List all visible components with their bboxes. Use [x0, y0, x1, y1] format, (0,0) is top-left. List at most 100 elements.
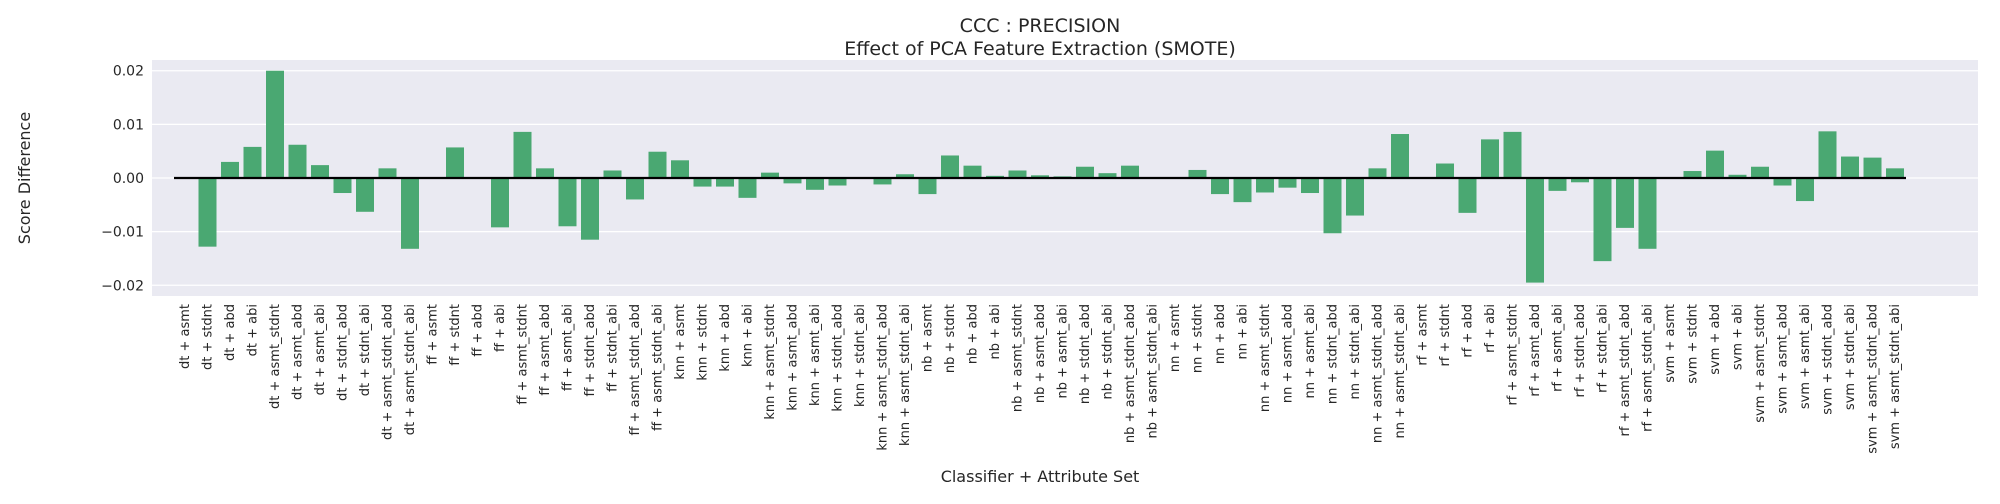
x-tick-label: ff + asmt_stdnt_abi: [651, 304, 666, 431]
x-tick-label: knn + asmt_abi: [808, 304, 823, 406]
bar: [1864, 158, 1882, 178]
x-tick-label: svm + asmt_stdnt_abi: [1888, 304, 1903, 449]
bar: [1549, 178, 1567, 191]
bar: [559, 178, 577, 226]
x-tick-label: knn + asmt_abd: [786, 304, 801, 411]
x-tick-label: knn + asmt: [673, 304, 688, 380]
chart-subtitle: Effect of PCA Feature Extraction (SMOTE): [844, 38, 1236, 60]
x-tick-label: nb + abi: [988, 304, 1003, 359]
x-tick-label: knn + stdnt_abd: [831, 304, 846, 412]
bar: [1256, 178, 1274, 192]
bar: [1076, 167, 1094, 178]
bar: [806, 178, 824, 190]
x-tick-label: nn + asmt_abi: [1303, 304, 1318, 398]
x-tick-label: rf + asmt_abi: [1551, 304, 1566, 392]
x-tick-label: ff + abi: [493, 304, 508, 352]
x-tick-label: nn + asmt_stdnt_abd: [1371, 304, 1386, 443]
bar: [1301, 178, 1319, 193]
bar: [671, 160, 689, 178]
x-tick-label: nn + abi: [1236, 304, 1251, 359]
x-tick-label: nb + asmt_stdnt_abi: [1146, 304, 1161, 438]
bar: [1594, 178, 1612, 261]
bar: [491, 178, 509, 227]
x-tick-label: nb + asmt: [921, 304, 936, 372]
bar: [1211, 178, 1229, 194]
x-tick-label: ff + asmt: [426, 304, 441, 365]
bar: [829, 178, 847, 186]
bar: [334, 178, 352, 193]
bar: [1391, 134, 1409, 178]
bar: [244, 147, 262, 178]
y-tick-label: 0.02: [113, 64, 144, 80]
chart-title: CCC : PRECISION: [960, 15, 1121, 37]
x-tick-label: svm + asmt_stdnt_abd: [1866, 304, 1881, 454]
x-tick-label: nn + stdnt: [1191, 304, 1206, 373]
x-tick-label: rf + asmt_stdnt: [1506, 304, 1521, 406]
x-tick-label: svm + asmt_abi: [1798, 304, 1813, 409]
x-tick-label: dt + asmt: [178, 304, 193, 369]
x-tick-label: svm + asmt_stdnt: [1753, 304, 1768, 423]
bar: [1796, 178, 1814, 201]
x-tick-label: rf + abi: [1483, 304, 1498, 353]
bar: [1774, 178, 1792, 186]
x-tick-label: svm + stdnt: [1686, 304, 1701, 384]
x-tick-label: knn + asmt_stdnt_abi: [898, 304, 913, 446]
x-tick-label: nn + asmt: [1168, 304, 1183, 372]
x-tick-label: nb + stdnt_abd: [1078, 304, 1093, 404]
bar: [1436, 164, 1454, 178]
x-tick-label: rf + stdnt: [1438, 304, 1453, 367]
bar: [1706, 151, 1724, 178]
x-tick-label: nn + abd: [1213, 304, 1228, 364]
bar: [1639, 178, 1657, 249]
x-tick-label: rf + asmt_stdnt_abi: [1641, 304, 1656, 432]
bar: [379, 168, 397, 178]
bar: [1189, 170, 1207, 178]
bar: [1234, 178, 1252, 202]
x-tick-label: nb + abd: [966, 304, 981, 364]
x-tick-label: ff + asmt_abd: [538, 304, 553, 396]
x-tick-label: rf + stdnt_abi: [1596, 304, 1611, 393]
x-tick-label: svm + abd: [1708, 304, 1723, 375]
y-axis-label: Score Difference: [15, 112, 34, 244]
x-tick-label: nb + asmt_abi: [1056, 304, 1071, 398]
x-tick-label: svm + asmt: [1663, 304, 1678, 383]
y-tick-label: 0.00: [113, 171, 144, 187]
x-tick-label: ff + abd: [471, 304, 486, 357]
bar: [1279, 178, 1297, 188]
bar: [1324, 178, 1342, 233]
bar: [694, 178, 712, 187]
x-tick-label: ff + asmt_stdnt_abd: [628, 304, 643, 436]
x-tick-label: dt + asmt_stdnt_abd: [381, 304, 396, 440]
x-tick-label: nn + stdnt_abi: [1348, 304, 1363, 399]
x-tick-label: knn + asmt_stdnt_abd: [876, 304, 891, 451]
y-tick-label: −0.02: [101, 278, 144, 294]
bar: [1616, 178, 1634, 228]
bar: [1459, 178, 1477, 213]
bar: [919, 178, 937, 194]
x-tick-label: rf + asmt_stdnt_abd: [1618, 304, 1633, 437]
x-tick-label: nn + asmt_stdnt_abi: [1393, 304, 1408, 438]
y-tick-label: 0.01: [113, 117, 144, 133]
x-tick-label: knn + asmt_stdnt: [763, 304, 778, 420]
x-tick-label: svm + stdnt_abd: [1821, 304, 1836, 415]
x-tick-label: dt + stdnt_abd: [336, 304, 351, 401]
bar: [1481, 139, 1499, 178]
bar: [1504, 132, 1522, 178]
x-tick-label: dt + asmt_stdnt_abi: [403, 304, 418, 435]
x-tick-label: svm + abi: [1731, 304, 1746, 370]
bar: [311, 165, 329, 178]
x-tick-label: nb + stdnt_abi: [1101, 304, 1116, 399]
bar: [964, 166, 982, 178]
bar: [356, 178, 374, 212]
bar: [716, 178, 734, 187]
x-tick-label: ff + stdnt: [448, 304, 463, 366]
x-tick-label: nb + stdnt: [943, 304, 958, 373]
bar: [1886, 168, 1904, 178]
bar: [739, 178, 757, 198]
bar: [1819, 131, 1837, 178]
bar: [581, 178, 599, 240]
bar: [626, 178, 644, 199]
bar: [289, 145, 307, 178]
x-tick-label: dt + stdnt_abi: [358, 304, 373, 396]
